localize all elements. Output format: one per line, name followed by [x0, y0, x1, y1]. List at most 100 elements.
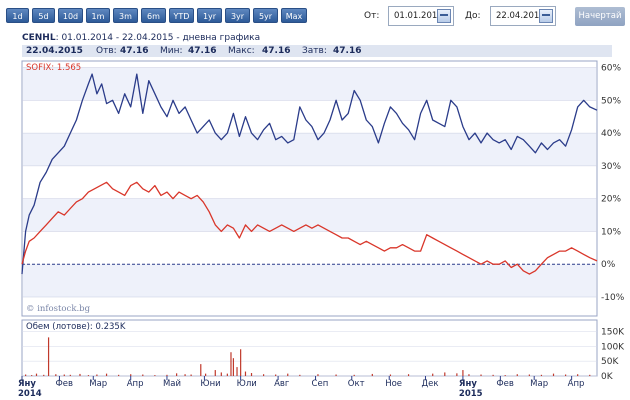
open-label: Отв: — [96, 46, 117, 56]
volume-bar — [462, 370, 464, 376]
chart-header: CENHL: 01.01.2014 - 22.04.2015 - дневна … — [22, 33, 260, 43]
volume-bar — [244, 371, 247, 376]
volume-bar — [226, 373, 228, 376]
y-tick-label: -10% — [601, 293, 625, 303]
from-label: От: — [364, 11, 380, 21]
series-line-sofix — [21, 181, 598, 275]
volume-bar — [407, 374, 410, 376]
volume-bar — [87, 375, 90, 376]
range-button-5d[interactable]: 5d — [32, 8, 55, 23]
volume-bar — [232, 358, 234, 376]
min-label: Мин: — [160, 46, 183, 56]
volume-bar — [43, 374, 45, 376]
volume-bar — [69, 374, 71, 376]
range-button-3m[interactable]: 3m — [113, 8, 138, 23]
draw-button[interactable]: Начертай — [575, 7, 625, 26]
volume-bar — [468, 374, 470, 376]
volume-bar — [516, 374, 518, 376]
watermark: © infostock.bg — [26, 304, 91, 314]
volume-bar — [577, 374, 579, 376]
range-button-1d[interactable]: 1d — [6, 8, 29, 23]
volume-label: Обем (лотове): 0.235K — [26, 322, 126, 332]
range-button-1yr[interactable]: 1yr — [197, 8, 222, 23]
volume-bar — [444, 372, 446, 376]
open-value: 47.16 — [120, 46, 149, 56]
y-tick-label: 0% — [601, 260, 616, 270]
volume-bar — [317, 374, 319, 376]
volume-bar — [25, 374, 27, 376]
volume-bar — [480, 374, 482, 376]
range-button-1m[interactable]: 1m — [86, 8, 110, 23]
volume-tick-label: 50K — [601, 357, 619, 367]
x-tick-label: Яну — [459, 379, 477, 389]
volume-panel — [21, 319, 598, 377]
x-tick-label: Дек — [421, 379, 438, 389]
max-label: Макс: — [228, 46, 255, 56]
x-tick-label: Сеп — [312, 379, 329, 389]
volume-bar — [230, 352, 232, 376]
y-tick-label: 30% — [601, 162, 621, 172]
x-tick-label: Юли — [237, 379, 257, 389]
volume-bar — [118, 374, 120, 376]
grid-band — [23, 264, 596, 297]
volume-bar — [236, 367, 238, 376]
volume-bar — [35, 373, 38, 376]
max-value: 47.16 — [262, 46, 291, 56]
volume-bar — [166, 374, 168, 376]
x-tick-year: 2015 — [459, 389, 483, 399]
min-value: 47.16 — [188, 46, 217, 56]
range-button-max[interactable]: Max — [281, 8, 307, 23]
calendar-icon[interactable] — [539, 9, 553, 23]
volume-tick-label: 100K — [601, 342, 625, 352]
calendar-icon[interactable] — [437, 9, 451, 23]
sofix-label: SOFIX: 1.565 — [26, 63, 81, 73]
close-value: 47.16 — [333, 46, 362, 56]
to-label: До: — [465, 11, 481, 21]
volume-bar — [240, 349, 242, 376]
x-tick-label: Мар — [89, 379, 107, 389]
volume-bar — [105, 373, 108, 376]
date-range-text: : 01.01.2014 - 22.04.2015 - дневна графи… — [55, 33, 261, 43]
volume-bar — [220, 372, 222, 376]
volume-bar — [389, 374, 392, 376]
range-button-10d[interactable]: 10d — [58, 8, 83, 23]
stats-date: 22.04.2015 — [26, 46, 83, 56]
volume-bar — [528, 374, 530, 376]
y-tick-label: 20% — [601, 195, 621, 205]
volume-bar — [190, 374, 192, 376]
from-date-input[interactable]: 01.01.2014 — [388, 6, 454, 26]
close-label: Затв: — [302, 46, 327, 56]
grid-band — [23, 198, 596, 232]
volume-bar — [432, 373, 434, 376]
range-button-ytd[interactable]: YTD — [169, 8, 194, 23]
x-tick-label: Яну — [18, 379, 36, 389]
volume-bar — [564, 374, 567, 376]
to-date-input[interactable]: 22.04.2015 — [490, 6, 556, 26]
volume-bar — [214, 370, 216, 376]
x-tick-label: Ное — [385, 379, 402, 389]
toolbar: 1d 5d 10d 1m 3m 6m YTD 1yr 3yr 5yr Max О… — [0, 0, 630, 34]
x-tick-year: 2014 — [18, 389, 42, 399]
x-tick-label: Мар — [530, 379, 548, 389]
grid-band — [23, 67, 596, 101]
volume-bar — [205, 373, 207, 376]
volume-bar — [371, 373, 373, 376]
volume-bar — [262, 374, 265, 376]
volume-bar — [540, 374, 543, 376]
volume-bar — [47, 337, 50, 376]
volume-bar — [96, 374, 98, 376]
volume-bar — [504, 375, 506, 376]
volume-bar — [142, 374, 144, 376]
range-button-3yr[interactable]: 3yr — [225, 8, 250, 23]
grid-band — [23, 133, 596, 166]
volume-bar — [79, 373, 81, 376]
volume-bar — [552, 373, 555, 376]
range-button-5yr[interactable]: 5yr — [253, 8, 278, 23]
x-tick-label: Апр — [568, 379, 585, 389]
x-tick-label: Авг — [274, 379, 290, 389]
range-button-6m[interactable]: 6m — [141, 8, 166, 23]
y-tick-label: 60% — [601, 64, 621, 74]
volume-bar — [589, 374, 591, 376]
y-tick-label: 10% — [601, 227, 621, 237]
